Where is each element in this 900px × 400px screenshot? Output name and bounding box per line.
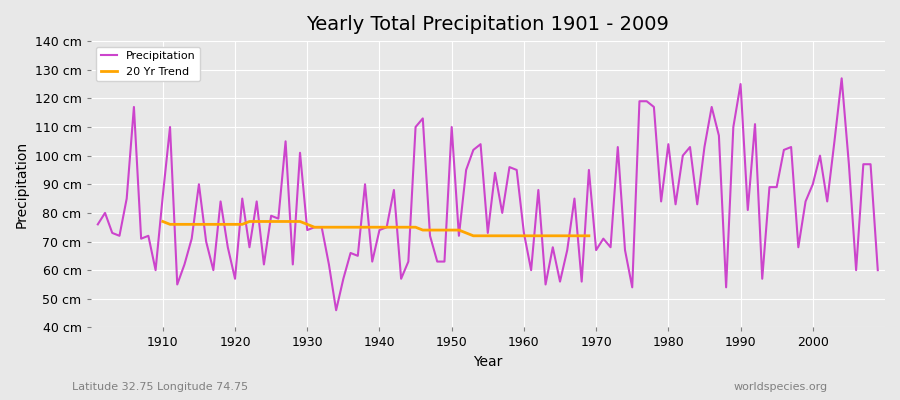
20 Yr Trend	[302, 222, 312, 227]
Precipitation	[872, 268, 883, 272]
Precipitation	[330, 308, 341, 313]
20 Yr Trend	[583, 233, 594, 238]
20 Yr Trend	[266, 219, 276, 224]
Precipitation	[526, 268, 536, 272]
Precipitation	[93, 222, 104, 227]
20 Yr Trend	[158, 219, 168, 224]
Precipitation	[612, 145, 623, 150]
Precipitation	[836, 76, 847, 81]
Precipitation	[150, 268, 161, 272]
Precipitation	[360, 182, 371, 187]
Y-axis label: Precipitation: Precipitation	[15, 141, 29, 228]
Precipitation	[309, 225, 320, 230]
Text: Latitude 32.75 Longitude 74.75: Latitude 32.75 Longitude 74.75	[72, 382, 248, 392]
20 Yr Trend	[280, 219, 291, 224]
20 Yr Trend	[425, 228, 436, 232]
20 Yr Trend	[294, 219, 305, 224]
Text: worldspecies.org: worldspecies.org	[734, 382, 828, 392]
Title: Yearly Total Precipitation 1901 - 2009: Yearly Total Precipitation 1901 - 2009	[306, 15, 670, 34]
Precipitation	[518, 230, 529, 235]
X-axis label: Year: Year	[473, 355, 502, 369]
Line: Precipitation: Precipitation	[98, 78, 878, 310]
20 Yr Trend	[468, 233, 479, 238]
Legend: Precipitation, 20 Yr Trend: Precipitation, 20 Yr Trend	[96, 47, 201, 81]
Line: 20 Yr Trend: 20 Yr Trend	[163, 222, 589, 236]
20 Yr Trend	[230, 222, 240, 227]
